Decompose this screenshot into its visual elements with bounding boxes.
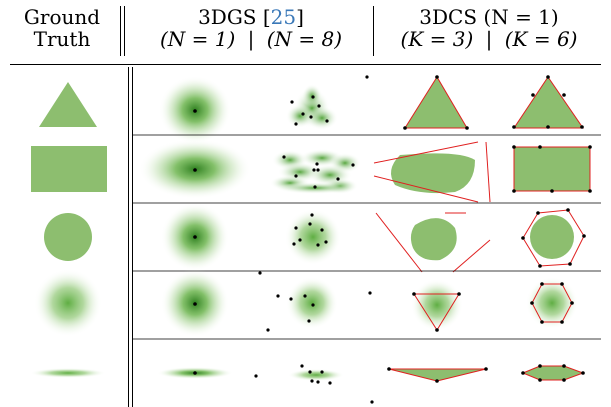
gt-rectangle: [31, 146, 107, 192]
gs8-rectangle: [270, 149, 361, 194]
gs8-point: [311, 95, 315, 99]
header-3dcs-k6: (K = 6): [504, 27, 578, 51]
row-gaussian: [34, 269, 578, 337]
gt-circle: [44, 213, 92, 261]
gs8-point: [290, 100, 294, 104]
gs8-point: [301, 112, 305, 116]
gs8-triangle: [286, 75, 369, 130]
row-circle: [44, 203, 586, 273]
gs8-circle: [285, 209, 341, 265]
gs8-gaussian: [258, 271, 372, 332]
gs8-point: [294, 122, 298, 126]
dcs6-rectangle: [512, 145, 592, 193]
citation-link[interactable]: 25: [270, 5, 297, 29]
header-double-rule-b: [124, 6, 125, 56]
dcs3-triangle: [403, 75, 469, 130]
header-3dgs-n8: (N = 8): [266, 27, 343, 51]
header-3dcs-sub: (K = 3) | (K = 6): [400, 27, 578, 51]
gt-triangle: [39, 82, 97, 127]
header-ground-truth-line1: Ground: [23, 5, 101, 29]
dcs3-rectangle: [373, 141, 491, 203]
gs8-thin-ellipse: [254, 364, 374, 404]
header-bottom-rule: [10, 64, 601, 65]
gt-thin-ellipse: [30, 368, 106, 378]
header-ground-truth: Ground Truth: [14, 6, 110, 50]
header-3dgs-title: 3DGS [25]: [128, 6, 374, 28]
row-triangle: [39, 75, 584, 144]
row-thin-ellipse: [30, 364, 585, 404]
gt-gaussian: [34, 269, 102, 337]
dcs6-triangle: [512, 75, 584, 129]
dcs6-gaussian: [526, 277, 578, 329]
gs8-point: [309, 115, 313, 119]
gs8-point: [325, 119, 329, 123]
gs1-triangle-point: [193, 109, 197, 113]
header-3dgs: 3DGS [25] (N = 1) | (N = 8): [128, 6, 374, 50]
header-3dcs: 3DCS (N = 1) (K = 3) | (K = 6): [374, 6, 604, 50]
body-double-rule-b: [132, 67, 133, 407]
dcs6-thin-ellipse: [521, 364, 585, 382]
header-3dgs-title-end: ]: [296, 5, 304, 29]
header-3dgs-title-text: 3DGS [: [198, 5, 271, 29]
dcs3-circle: [375, 212, 491, 273]
row-rectangle: [31, 139, 592, 203]
header-3dgs-n1: (N = 1): [159, 27, 236, 51]
body-double-rule-a: [128, 67, 129, 407]
header-double-rule-a: [120, 6, 121, 56]
header-ground-truth-line2: Truth: [33, 27, 91, 51]
header-3dgs-sub: (N = 1) | (N = 8): [159, 27, 343, 51]
header-3dcs-k3: (K = 3): [400, 27, 474, 51]
dcs3-gaussian: [411, 279, 463, 332]
gs8-point: [317, 104, 321, 108]
header-3dcs-title: 3DCS (N = 1): [419, 5, 559, 29]
gs8-point: [365, 75, 369, 79]
dcs6-circle: [521, 208, 586, 268]
header-rule-3dcs: [373, 6, 374, 56]
dcs3-thin-ellipse: [387, 367, 488, 383]
